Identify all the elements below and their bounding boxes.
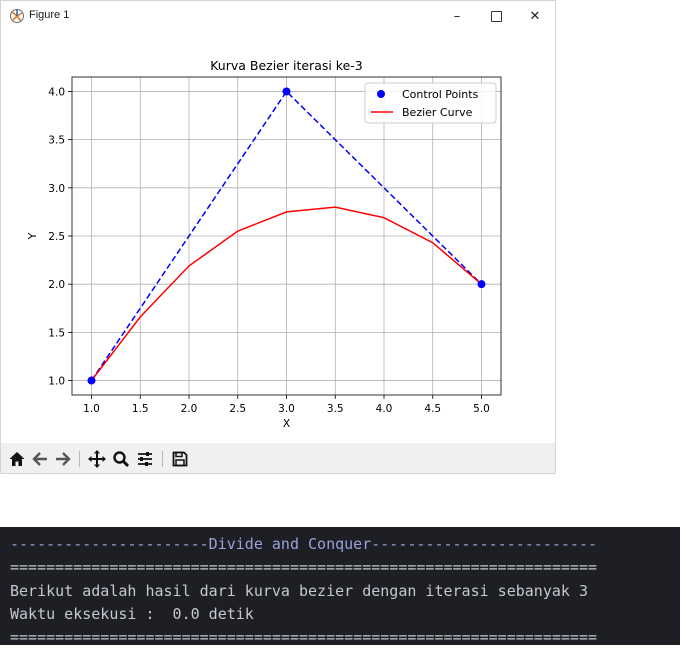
zoom-icon — [113, 451, 130, 468]
home-button[interactable] — [7, 449, 27, 469]
y-tick-label: 1.0 — [48, 376, 65, 388]
pan-icon — [88, 450, 106, 468]
x-tick-label: 3.0 — [278, 403, 295, 415]
terminal-output: ----------------------Divide and Conquer… — [0, 527, 680, 646]
y-tick-label: 2.5 — [48, 231, 65, 243]
x-tick-label: 3.5 — [327, 403, 344, 415]
legend-marker-control-points — [377, 90, 385, 98]
y-tick-label: 4.0 — [48, 86, 65, 98]
chart-title: Kurva Bezier iterasi ke-3 — [210, 58, 363, 73]
figure-canvas[interactable]: 1.0 1.5 2.0 2.5 3.0 3.5 4.0 4.5 5.0 1.0 1.5 2.0 2.5 3… — [1, 31, 555, 443]
back-arrow-icon — [32, 452, 47, 466]
x-tick-label: 4.5 — [424, 403, 441, 415]
pan-button[interactable] — [87, 449, 107, 469]
control-polygon-line — [90, 90, 483, 381]
legend-label-control-points: Control Points — [402, 88, 479, 101]
maximize-button[interactable] — [474, 1, 518, 31]
toolbar-separator — [79, 451, 80, 467]
forward-button[interactable] — [53, 449, 73, 469]
matplotlib-app-icon — [10, 9, 24, 23]
minimize-icon: – — [453, 8, 461, 24]
x-tick-label: 1.0 — [83, 403, 100, 415]
close-icon: ✕ — [529, 8, 541, 24]
save-button[interactable] — [170, 449, 190, 469]
y-tick-label: 2.0 — [48, 279, 65, 291]
home-icon — [9, 452, 25, 466]
control-point — [282, 87, 291, 96]
y-tick-label: 1.5 — [48, 327, 65, 339]
y-tick-label: 3.0 — [48, 183, 65, 195]
terminal-line: Waktu eksekusi : 0.0 detik — [10, 605, 254, 623]
x-tick-label: 2.0 — [181, 403, 198, 415]
configure-subplots-button[interactable] — [135, 449, 155, 469]
legend-label-bezier-curve: Bezier Curve — [402, 106, 473, 119]
x-tick-label: 1.5 — [132, 403, 149, 415]
y-axis-label: Y — [26, 232, 39, 240]
back-button[interactable] — [30, 449, 50, 469]
x-axis-label: X — [283, 417, 291, 430]
forward-arrow-icon — [56, 452, 71, 466]
legend-box — [364, 82, 497, 124]
chart-svg[interactable]: 1.0 1.5 2.0 2.5 3.0 3.5 4.0 4.5 5.0 1.0 1.5 2.0 2.5 3… — [1, 31, 555, 443]
x-tick-label: 2.5 — [229, 403, 246, 415]
window-title: Figure 1 — [29, 9, 70, 21]
close-button[interactable]: ✕ — [513, 1, 557, 31]
maximize-icon — [490, 10, 502, 22]
save-icon — [172, 451, 188, 467]
configure-subplots-icon — [138, 452, 152, 466]
figure-window: Figure 1 – ✕ 1.0 1.5 2.0 2.5 3.0 3.5 4.0 4.5 5.0… — [0, 0, 556, 474]
y-tick-label: 3.5 — [48, 135, 65, 147]
terminal-line: ========================================… — [10, 628, 597, 646]
control-point — [87, 376, 96, 385]
terminal-line: ========================================… — [10, 558, 597, 576]
terminal-line: Berikut adalah hasil dari kurva bezier d… — [10, 582, 588, 600]
zoom-button[interactable] — [111, 449, 131, 469]
title-bar[interactable]: Figure 1 – ✕ — [1, 1, 555, 31]
navigation-toolbar — [1, 443, 555, 473]
control-point — [477, 280, 486, 289]
x-tick-label: 5.0 — [473, 403, 490, 415]
minimize-button[interactable]: – — [435, 1, 479, 31]
terminal-line: ----------------------Divide and Conquer… — [10, 535, 597, 553]
x-tick-label: 4.0 — [376, 403, 393, 415]
bezier-curve-line — [90, 206, 482, 381]
toolbar-separator — [162, 451, 163, 467]
